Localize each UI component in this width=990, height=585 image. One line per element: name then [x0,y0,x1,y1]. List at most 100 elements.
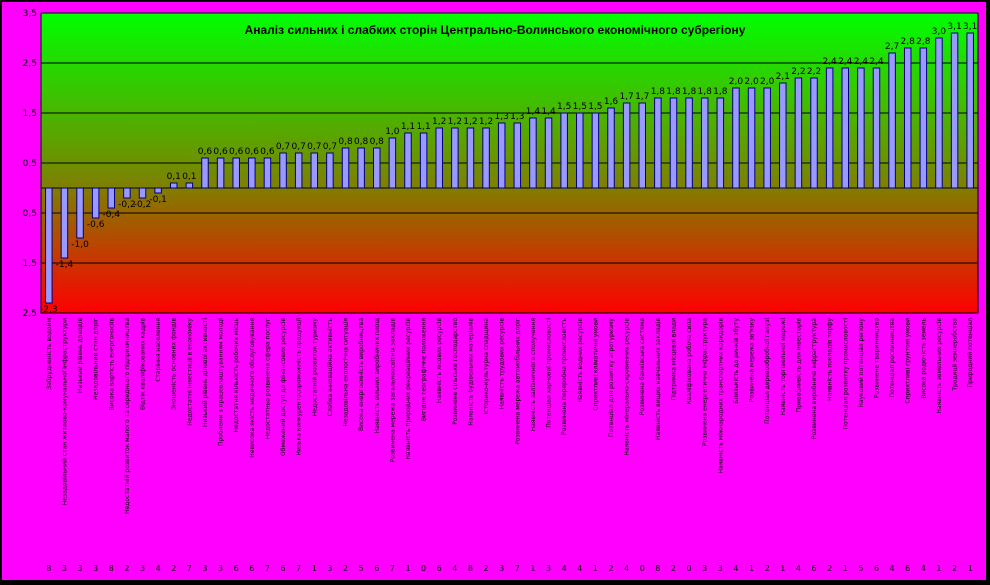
bar [248,157,256,189]
code-label: 3 [499,564,504,573]
category-label: Обмежений доступ до фінансових ресурсів [280,318,287,456]
code-label: 2 [608,564,613,573]
category-label: Недостатньо розвинена сфера послуг [264,318,271,439]
bar [76,187,84,239]
data-label: 1,5 [557,102,571,112]
data-labels: -2,3-1,4-1,0-0,6-0,4-0,2-0,2-0,10,1 0,10,… [40,22,977,315]
bar [763,87,771,189]
data-label: 0,8 [338,137,353,147]
bar [841,67,850,189]
bar [169,182,178,189]
data-label: 2,4 [822,57,837,67]
bar [825,67,834,189]
bar [185,182,194,189]
code-label: 2 [171,564,176,573]
data-label: 0,7 [276,142,290,152]
data-label: 2,0 [744,77,759,87]
bar [716,97,725,189]
code-label: 3 [327,564,332,573]
data-label: -0,2 [118,200,136,210]
category-label: Привабливість для інвесторів [795,318,802,413]
code-label: 6 [281,564,286,573]
data-label: 1,8 [713,87,728,97]
data-label: 0,1 [167,172,181,182]
code-label: 6 [234,564,239,573]
data-label: 0,1 [182,172,196,182]
category-label: Наявність водних ресурсів [577,318,584,403]
category-label: Розвинена переробна промисловість [561,318,568,435]
data-label: 0,6 [229,147,244,157]
data-label: 2,4 [854,57,869,67]
data-label: 1,0 [385,127,400,137]
data-label: 0,6 [198,147,213,157]
code-label: 3 [62,564,67,573]
bar [201,157,209,189]
data-label: 2,4 [838,57,853,67]
category-label: Потенціал розвитку промисловості [842,318,849,430]
code-label: 2 [124,564,129,573]
category-label: Потенціал харчової промисловості [546,318,553,428]
code-label: 8 [468,564,473,573]
data-label: 1,2 [448,117,462,127]
bar [263,157,272,189]
code-label: 7 [265,564,270,573]
category-label: Старіння населення [155,318,162,382]
bar [497,122,506,189]
data-label: 1,5 [588,102,602,112]
code-label: 1 [530,564,535,573]
code-label: 7 [390,564,395,573]
data-label: 1,4 [526,107,541,117]
bar [779,82,787,189]
data-label: -2,3 [40,305,58,315]
code-label: 2 [484,564,489,573]
data-label: 2,8 [901,37,916,47]
bar [966,32,974,189]
data-label: 3,1 [963,22,977,32]
category-label: Потенціал для розвитку агротуризму [608,318,615,437]
code-label: 1 [405,564,410,573]
category-label: Висока родючість земель [920,318,927,399]
bar [794,77,803,189]
code-label: 5 [359,564,364,573]
bar [591,112,600,189]
code-label: 6 [905,564,910,573]
code-label: 4 [452,564,457,573]
category-label: Недостатня кількість робочих місць [233,318,240,433]
category-label: Відтік кваліфікованих кадрів [140,318,147,410]
y-tick-label: 0,5 [23,209,37,219]
data-label: 0,6 [213,147,228,157]
data-label: 1,6 [604,97,619,107]
bar [872,67,881,189]
category-label: Наявність залізничного сполучення [530,318,537,432]
y-tick-label: 2,5 [23,59,37,69]
category-label: Наявність будівельних матеріалів [467,318,474,426]
code-label: 6 [374,564,379,573]
data-label: 2,8 [916,37,931,47]
data-label: 2,7 [885,42,899,52]
category-label: Наявність міжнародних транспортних корид… [717,318,724,474]
bar [560,112,568,189]
category-label: Розвинене тваринництво [873,318,880,398]
code-label: 4 [890,564,895,573]
data-label: 0,8 [370,137,385,147]
code-label: 8 [655,564,660,573]
code-label: 4 [577,564,582,573]
code-label: 4 [562,564,567,573]
bar [404,132,412,189]
category-label: Недостатні інвестиції в економіку [186,318,193,426]
code-label: 6 [811,564,816,573]
data-label: -0,2 [134,200,152,210]
code-label: 7 [187,564,192,573]
bar [654,97,662,189]
bar [91,187,100,219]
code-label: 7 [515,564,520,573]
bar [638,102,646,189]
bar [216,157,225,189]
data-label: -1,4 [56,260,74,270]
code-label: 4 [156,564,161,573]
code-label: 3 [140,564,145,573]
data-label: 1,1 [416,122,430,132]
category-label: Забрудненість водойм [46,318,53,390]
category-label: Незадовільна екологічна ситуація [343,318,350,427]
